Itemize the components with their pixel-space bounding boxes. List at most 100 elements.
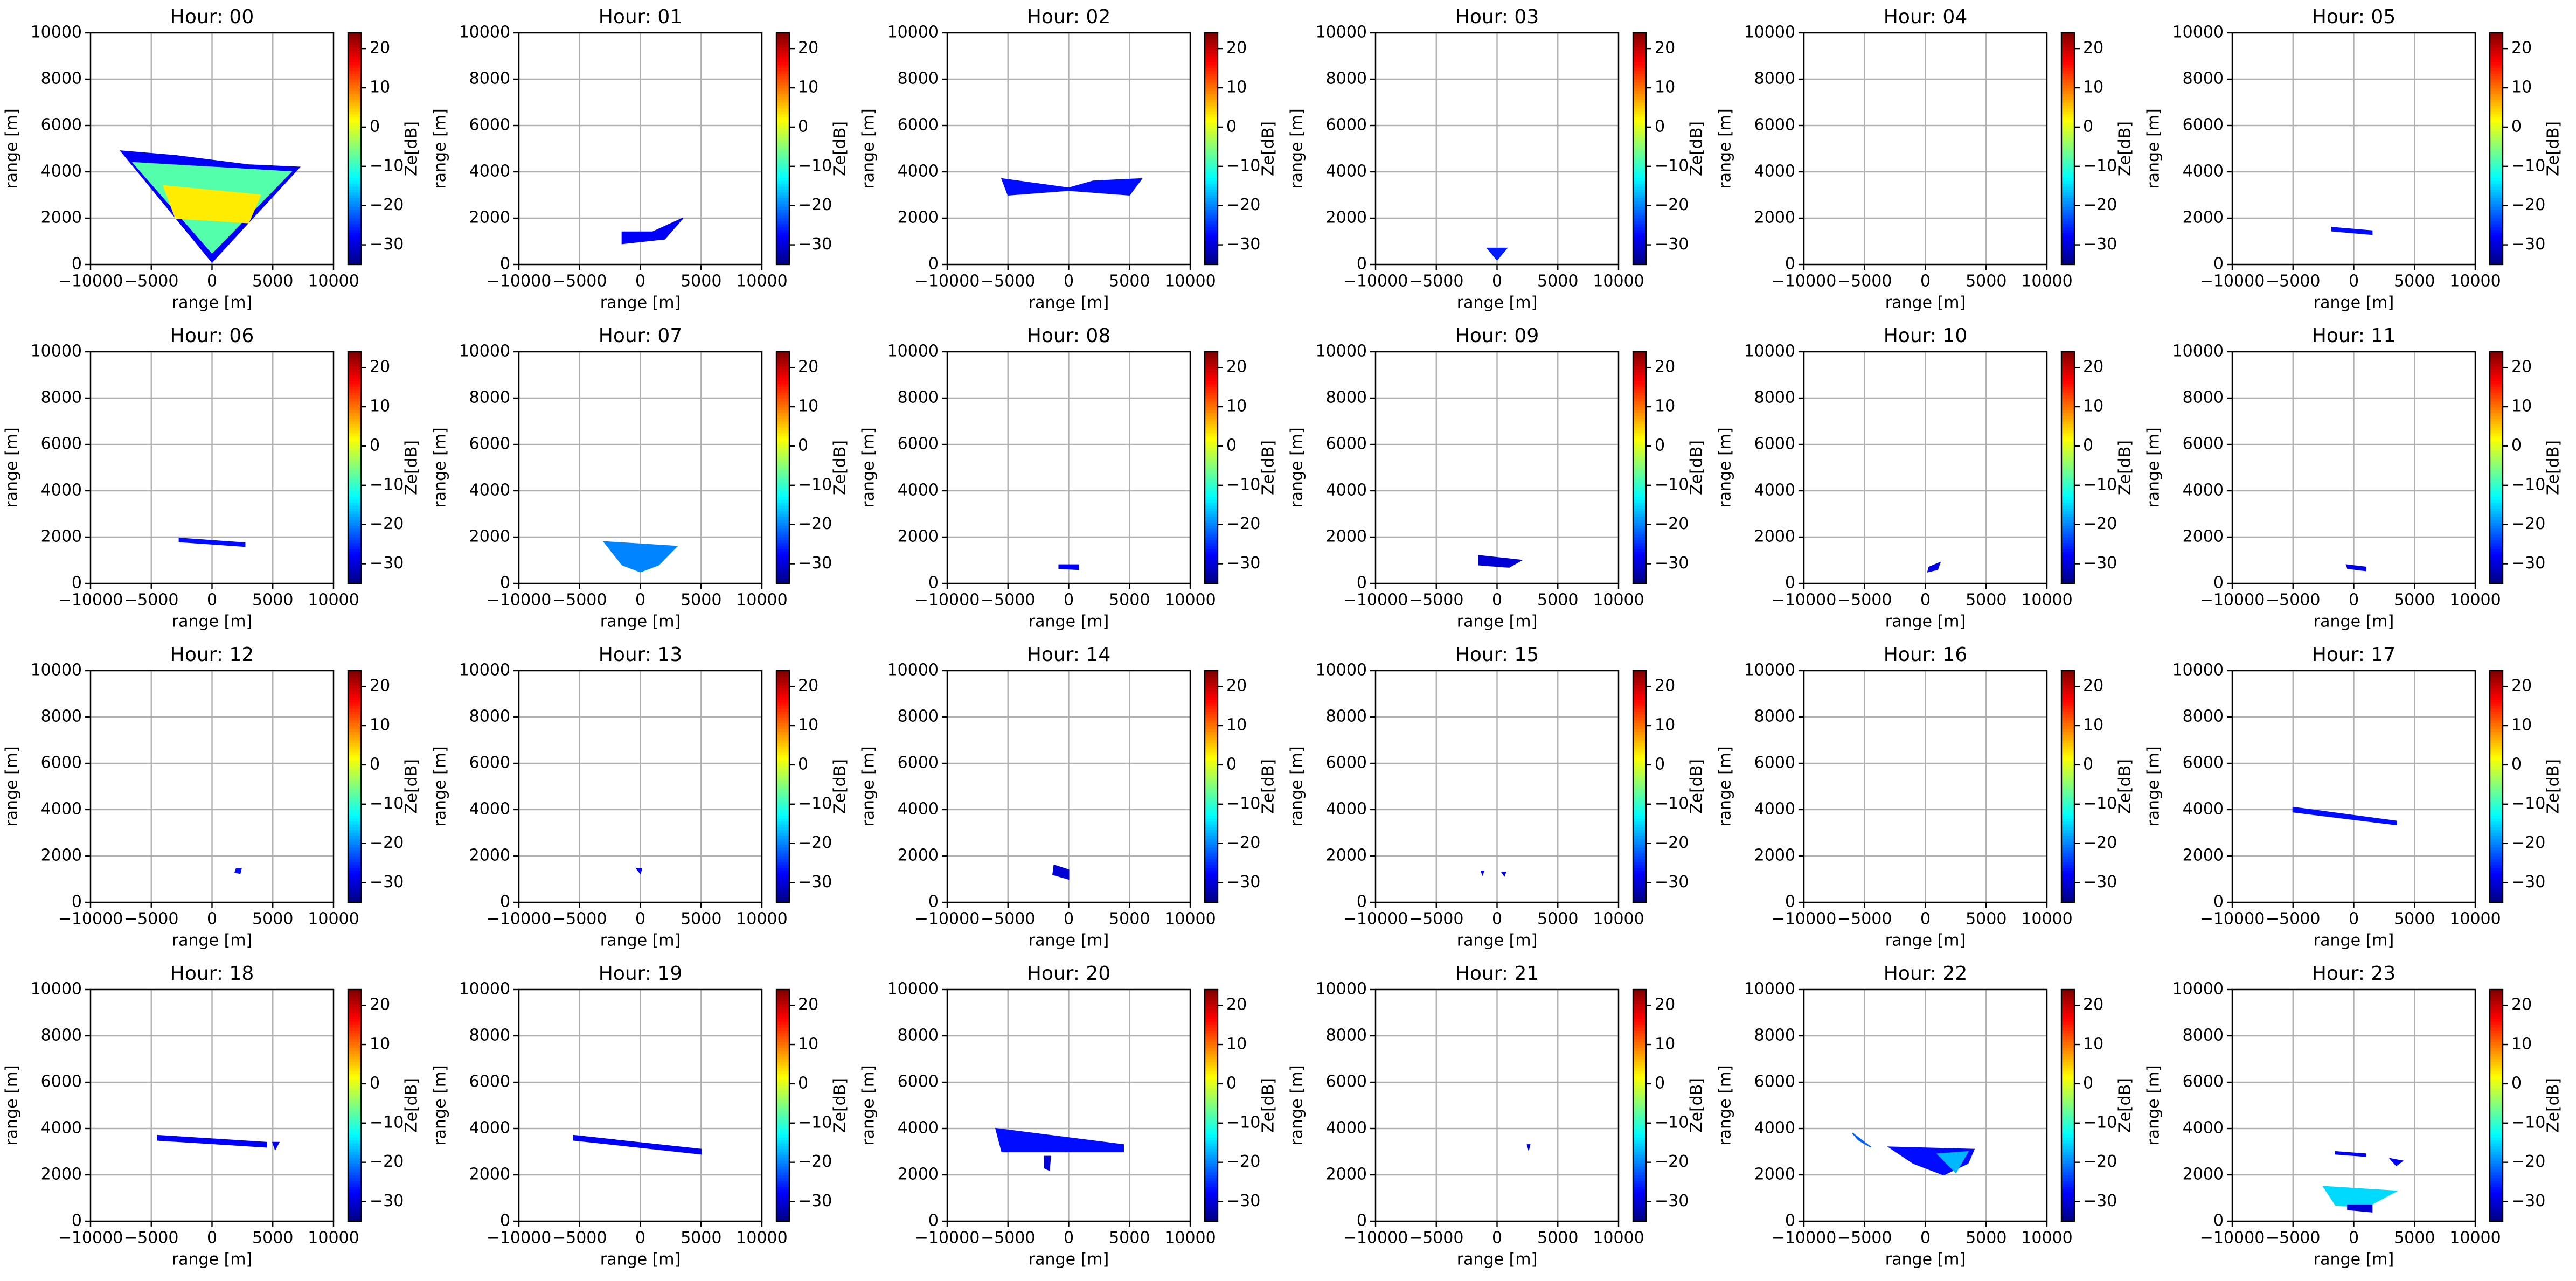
colorbar-segment (2061, 537, 2074, 540)
colorbar-segment (1205, 673, 1218, 677)
colorbar-label: Ze[dB] (1259, 440, 1278, 495)
colorbar-segment (776, 137, 789, 141)
colorbar-segment (1205, 424, 1218, 428)
colorbar-tick-label: 0 (370, 436, 380, 455)
colorbar-tick-label: 0 (798, 755, 808, 774)
colorbar-segment (2061, 1076, 2074, 1080)
x-tick-label: −5000 (2266, 272, 2320, 291)
axes-frame (946, 988, 1191, 1222)
colorbar-segment (776, 1085, 789, 1089)
colorbar-segment (2490, 166, 2503, 170)
colorbar-segment (2490, 1183, 2503, 1187)
colorbar-segment (1633, 453, 1646, 457)
colorbar-tick-label: −20 (2511, 1152, 2545, 1171)
colorbar-segment (2061, 1203, 2074, 1207)
colorbar-segment (1205, 577, 1218, 581)
x-tick-label: −10000 (1772, 1229, 1837, 1248)
colorbar-segment (1205, 247, 1218, 250)
colorbar-segment (776, 1152, 789, 1155)
colorbar-tick-label: 0 (1655, 117, 1665, 136)
colorbar-segment (1633, 673, 1646, 677)
y-tick-label: 10000 (1744, 23, 1795, 42)
colorbar-segment (776, 1198, 789, 1201)
y-tick-label: 4000 (41, 800, 82, 819)
colorbar-segment (1633, 775, 1646, 778)
colorbar-frame (775, 670, 790, 903)
colorbar-segment (1633, 50, 1646, 54)
colorbar-segment (2061, 90, 2074, 94)
x-tick-label: −5000 (1837, 591, 1892, 610)
colorbar-tick-label: −30 (370, 235, 404, 254)
y-tick-label: 0 (2213, 1212, 2224, 1230)
colorbar-segment (1633, 850, 1646, 854)
y-tick-label: 4000 (1326, 162, 1367, 181)
colorbar-segment (1205, 149, 1218, 152)
colorbar-segment (348, 96, 361, 100)
colorbar-segment (348, 671, 361, 674)
y-tick-label: 10000 (1316, 342, 1367, 361)
y-tick-label: 8000 (2183, 69, 2224, 88)
colorbar-segment (348, 502, 361, 506)
colorbar-segment (1633, 255, 1646, 259)
colorbar-segment (348, 82, 361, 86)
colorbar-segment (348, 1189, 361, 1193)
axes-frame (1803, 351, 2048, 584)
colorbar-segment (2490, 717, 2503, 720)
colorbar-segment (2061, 1047, 2074, 1051)
colorbar-segment (2490, 743, 2503, 747)
colorbar-segment (1633, 1160, 1646, 1164)
echo-region (2335, 1151, 2367, 1157)
colorbar-segment (2490, 1180, 2503, 1184)
colorbar-segment (1205, 542, 1218, 546)
colorbar-tick-label: −10 (2511, 1113, 2545, 1132)
colorbar-segment (776, 737, 789, 741)
colorbar-segment (348, 1024, 361, 1028)
subplot: −10000 −5000 0 5000 100000200040006000800010… (1288, 644, 1706, 950)
colorbar-segment (776, 476, 789, 480)
colorbar-segment (2061, 407, 2074, 410)
colorbar-segment (2061, 473, 2074, 477)
colorbar-segment (348, 740, 361, 743)
colorbar-segment (1205, 876, 1218, 880)
colorbar-segment (2490, 697, 2503, 700)
colorbar-segment (2061, 99, 2074, 103)
colorbar-segment (2490, 804, 2503, 807)
colorbar-segment (2490, 238, 2503, 242)
colorbar-segment (2061, 352, 2074, 355)
colorbar-segment (1205, 1108, 1218, 1112)
colorbar-segment (348, 1050, 361, 1054)
colorbar-segment (2490, 806, 2503, 810)
colorbar-segment (2490, 108, 2503, 112)
colorbar-segment (2061, 572, 2074, 575)
colorbar-segment (1205, 731, 1218, 735)
colorbar-segment (1205, 491, 1218, 494)
colorbar-segment (348, 189, 361, 193)
colorbar-segment (776, 67, 789, 71)
colorbar-segment (2490, 491, 2503, 494)
regions (2292, 806, 2397, 826)
colorbar-segment (1633, 1140, 1646, 1144)
colorbar-segment (1633, 688, 1646, 692)
colorbar-segment (348, 363, 361, 367)
y-tick-label: 6000 (41, 1073, 82, 1091)
colorbar-frame (2489, 351, 2504, 584)
y-tick-label: 8000 (1754, 1026, 1795, 1045)
colorbar-segment (2061, 200, 2074, 204)
colorbar-segment (348, 392, 361, 396)
colorbar-segment (2061, 151, 2074, 155)
colorbar-segment (2061, 751, 2074, 755)
x-tick-label: −5000 (1837, 910, 1892, 929)
colorbar-segment (348, 751, 361, 755)
colorbar-segment (776, 215, 789, 219)
colorbar-segment (1633, 682, 1646, 686)
colorbar-segment (776, 259, 789, 262)
colorbar-segment (2490, 844, 2503, 848)
colorbar-segment (348, 508, 361, 512)
colorbar-segment (776, 720, 789, 723)
colorbar-segment (1633, 424, 1646, 428)
colorbar-segment (2490, 537, 2503, 540)
colorbar-segment (1205, 781, 1218, 784)
colorbar-segment (1205, 114, 1218, 117)
x-tick-label: −10000 (58, 272, 123, 291)
colorbar-tick-label: −10 (2511, 156, 2545, 175)
